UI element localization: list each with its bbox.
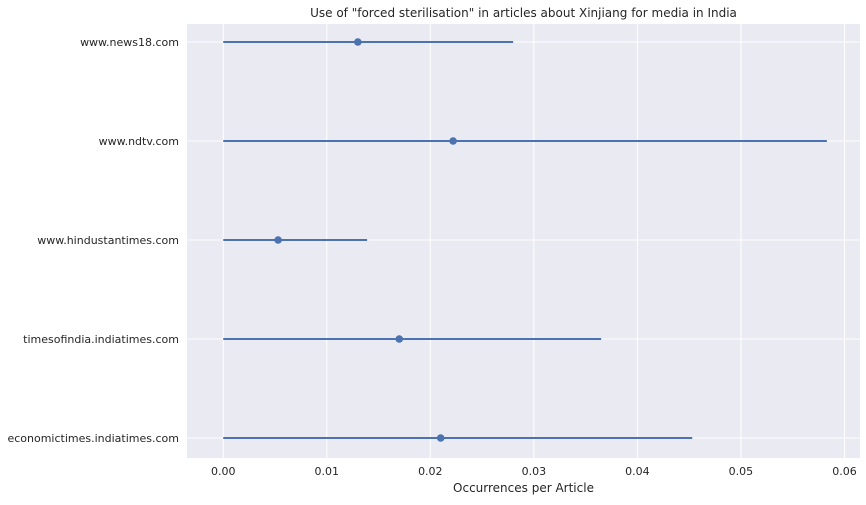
chart-title: Use of "forced sterilisation" in article…	[310, 6, 737, 20]
x-tick-label: 0.04	[625, 465, 650, 478]
x-tick-label: 0.03	[522, 465, 547, 478]
y-axis-ticks: www.news18.com www.ndtv.com www.hindustant…	[7, 36, 179, 445]
y-tick-label: www.hindustantimes.com	[37, 234, 179, 247]
y-tick-label: www.ndtv.com	[99, 135, 179, 148]
x-tick-label: 0.06	[832, 465, 857, 478]
y-tick-label: www.news18.com	[80, 36, 179, 49]
x-tick-label: 0.02	[418, 465, 443, 478]
data-point	[449, 137, 457, 145]
y-tick-label: economictimes.indiatimes.com	[7, 432, 179, 445]
x-tick-label: 0.01	[315, 465, 340, 478]
data-point	[436, 434, 445, 442]
x-tick-label: 0.05	[729, 465, 754, 478]
data-point	[354, 38, 362, 46]
x-tick-label: 0.00	[211, 465, 236, 478]
data-point	[274, 236, 282, 244]
x-axis-ticks: 0.00 0.01 0.02 0.03 0.04 0.05 0.06	[211, 465, 857, 478]
series-points	[223, 38, 827, 442]
x-axis-label: Occurrences per Article	[453, 481, 594, 495]
data-point	[395, 335, 404, 343]
y-tick-label: timesofindia.indiatimes.com	[23, 333, 179, 346]
